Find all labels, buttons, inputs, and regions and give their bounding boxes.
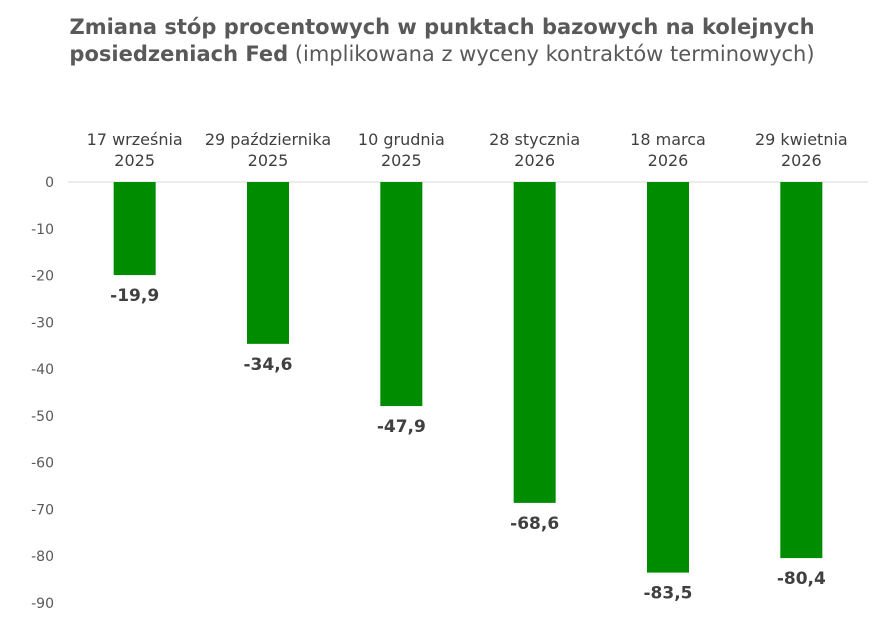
category-label: 2025	[248, 151, 289, 170]
category-label: 28 stycznia	[489, 130, 580, 149]
data-label: -19,9	[110, 286, 159, 306]
y-tick-label: -80	[31, 549, 54, 565]
data-label: -47,9	[377, 417, 426, 437]
bar	[647, 182, 689, 573]
chart-title-normal: (implikowana z wyceny kontraktów termino…	[294, 42, 815, 66]
category-label: 2026	[514, 151, 555, 170]
chart-title: Zmiana stóp procentowych w punktach bazo…	[0, 14, 884, 68]
data-label: -80,4	[777, 569, 826, 589]
category-label: 17 września	[87, 130, 183, 149]
category-label: 29 października	[205, 130, 331, 149]
category-label: 2025	[114, 151, 155, 170]
data-label: -68,6	[510, 514, 559, 534]
bar	[380, 182, 423, 407]
bar	[113, 182, 156, 276]
category-label: 18 marca	[630, 130, 706, 149]
category-label: 29 kwietnia	[755, 130, 848, 149]
bar	[780, 182, 823, 559]
y-tick-label: -20	[31, 269, 54, 285]
y-tick-label: -50	[31, 409, 54, 425]
bar	[247, 182, 289, 344]
y-tick-label: -90	[31, 596, 54, 612]
category-label: 2026	[781, 151, 822, 170]
data-label: -34,6	[244, 355, 293, 375]
category-label: 2025	[381, 151, 422, 170]
y-tick-label: -70	[31, 502, 54, 518]
y-tick-label: -10	[31, 222, 54, 238]
data-label: -83,5	[644, 584, 693, 604]
category-label: 10 grudnia	[358, 130, 445, 149]
y-tick-label: -40	[31, 362, 54, 378]
bar	[513, 182, 556, 503]
chart-title-bold: Zmiana stóp procentowych w punktach bazo…	[69, 15, 815, 66]
y-tick-label: -30	[31, 315, 54, 331]
y-tick-label: 0	[45, 175, 54, 191]
category-label: 2026	[648, 151, 689, 170]
y-tick-label: -60	[31, 456, 54, 472]
